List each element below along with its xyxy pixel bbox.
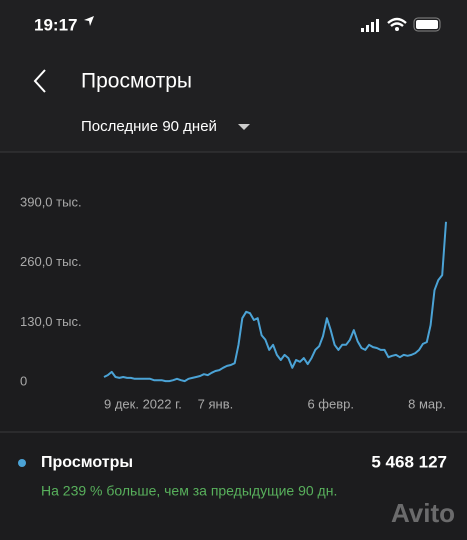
battery-level xyxy=(416,20,438,29)
line-series xyxy=(103,221,447,383)
wifi-icon xyxy=(387,17,407,27)
y-tick-label: 260,0 тыс. xyxy=(20,254,82,269)
y-tick-label: 0 xyxy=(20,373,27,388)
status-time: 19:17 xyxy=(34,15,77,34)
x-tick-label: 9 дек. 2022 г. xyxy=(104,396,182,411)
watermark: Avito xyxy=(391,498,455,528)
period-selector[interactable]: Последние 90 дней xyxy=(81,118,217,135)
x-tick-label: 8 мар. xyxy=(408,396,446,411)
header-bg xyxy=(0,0,467,152)
legend-label: Просмотры xyxy=(41,454,133,471)
location-icon xyxy=(84,16,94,26)
wifi-dot xyxy=(395,27,399,31)
y-tick-label: 130,0 тыс. xyxy=(20,314,82,329)
comparison-text: На 239 % больше, чем за предыдущие 90 дн… xyxy=(41,483,337,499)
signal-icon xyxy=(361,19,379,32)
legend-dot xyxy=(18,459,26,467)
y-tick-label: 390,0 тыс. xyxy=(20,194,82,209)
total-views: 5 468 127 xyxy=(371,452,447,471)
battery-outline xyxy=(413,17,441,32)
x-tick-label: 7 янв. xyxy=(198,396,234,411)
x-tick-label: 6 февр. xyxy=(307,396,354,411)
back-button[interactable] xyxy=(33,69,46,93)
dropdown-arrow[interactable] xyxy=(238,124,250,130)
header-title: Просмотры xyxy=(81,70,192,93)
